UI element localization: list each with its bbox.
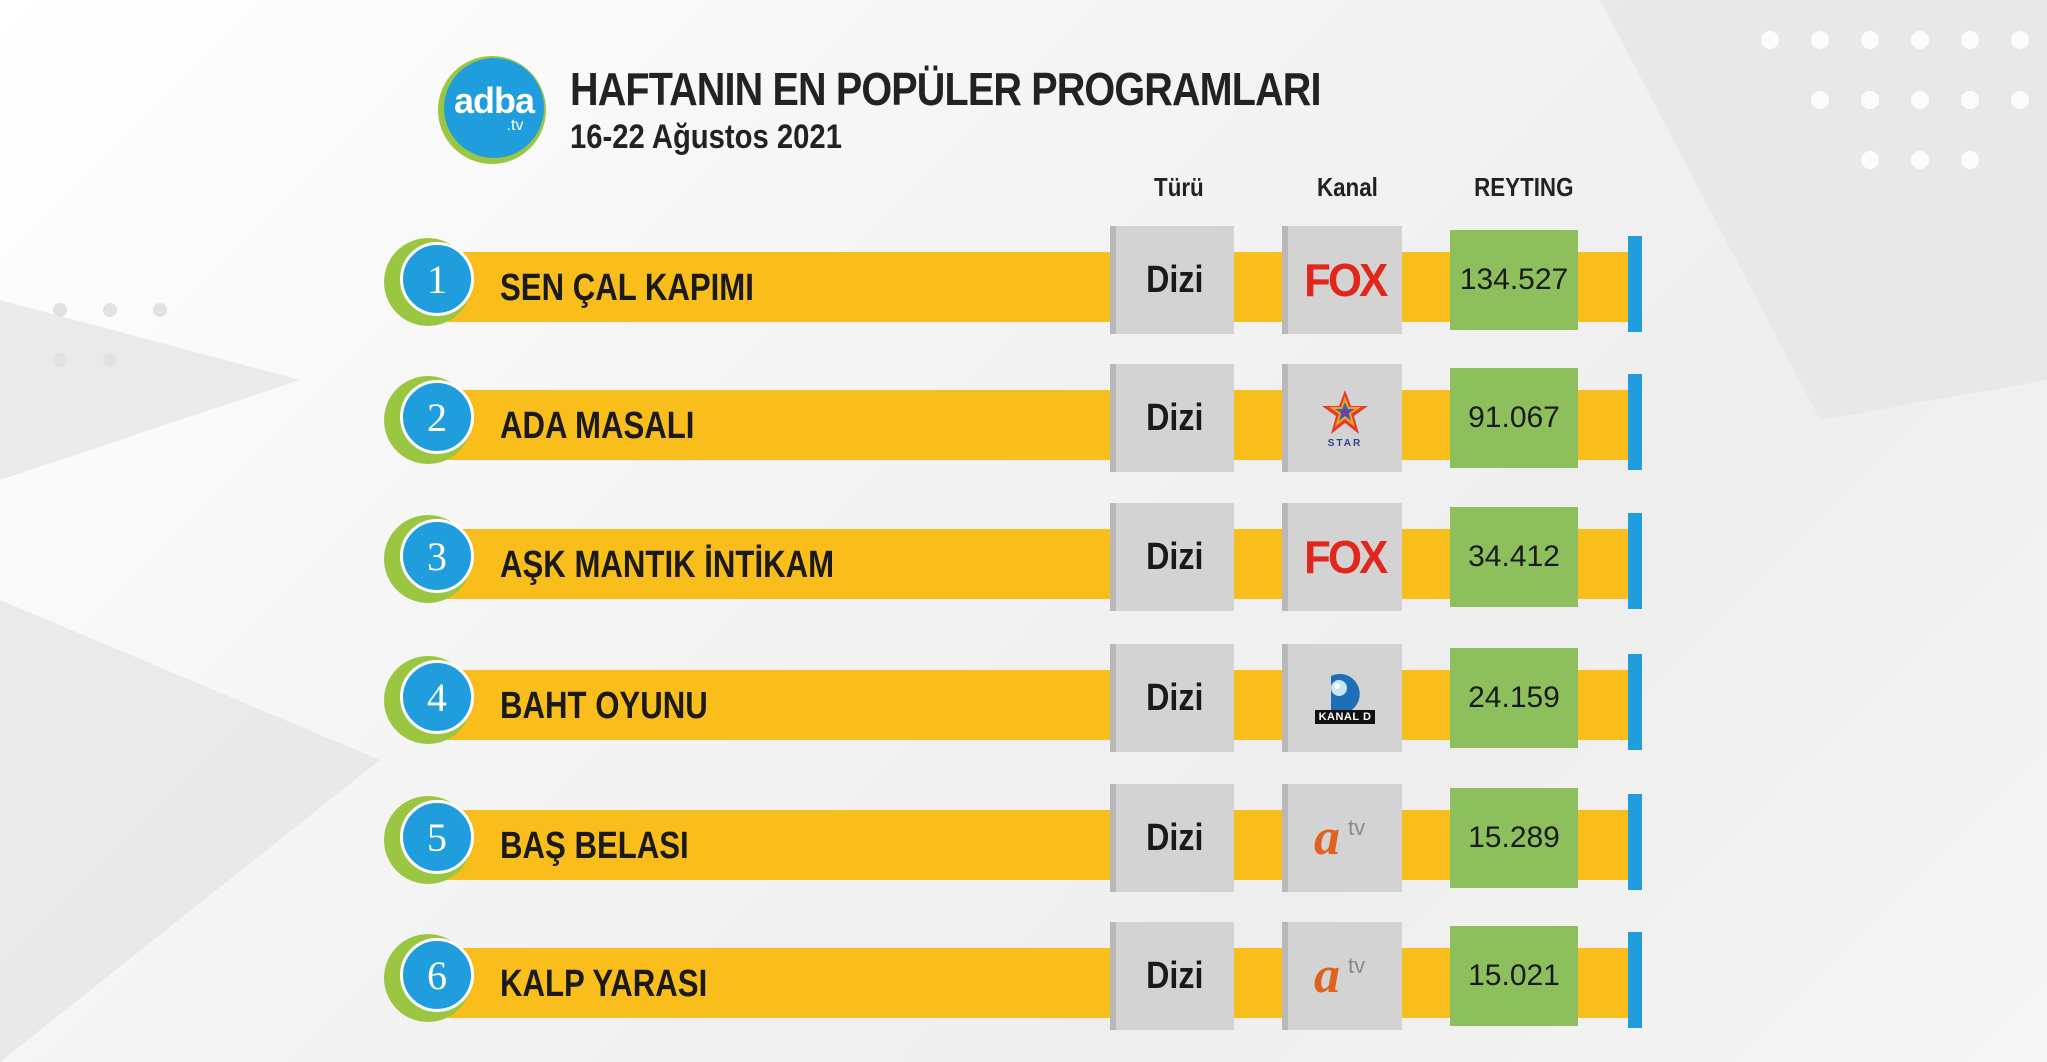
fox-logo-icon: FOX <box>1304 531 1388 583</box>
rank-badge: 6 <box>384 934 474 1022</box>
rank-number: 5 <box>400 800 474 874</box>
rating-value: 134.527 <box>1450 230 1578 330</box>
channel-cell: STAR <box>1282 364 1402 472</box>
channel-cell: a tv <box>1282 784 1402 892</box>
rating-value: 15.021 <box>1450 926 1578 1026</box>
ranking-bar <box>424 390 1636 460</box>
rating-value: 34.412 <box>1450 507 1578 607</box>
atv-logo-icon: a tv <box>1310 947 1380 1004</box>
ranking-row: 2 ADA MASALI Dizi STAR 91.067 <box>384 364 1646 474</box>
program-type-cell: Dizi <box>1110 644 1234 752</box>
atv-logo-icon: a tv <box>1310 809 1380 866</box>
atv-logo-a: a <box>1314 947 1340 1004</box>
program-name: AŞK MANTIK İNTİKAM <box>500 544 835 586</box>
atv-logo-tv: tv <box>1348 953 1366 978</box>
ranking-bar-end-cap <box>1628 513 1642 609</box>
rating-value: 24.159 <box>1450 648 1578 748</box>
kanal-d-logo-icon: KANAL D <box>1314 672 1376 724</box>
ranking-row: 6 KALP YARASI Dizi a tv 15.021 <box>384 922 1646 1032</box>
logo-circle: adba .tv <box>444 58 544 158</box>
program-type: Dizi <box>1146 676 1204 719</box>
rank-badge: 1 <box>384 238 474 326</box>
program-type: Dizi <box>1146 535 1204 578</box>
ranking-bar-end-cap <box>1628 654 1642 750</box>
rank-badge: 2 <box>384 376 474 464</box>
ranking-row: 4 BAHT OYUNU Dizi KANAL D 24.159 <box>384 644 1646 754</box>
program-type-cell: Dizi <box>1110 364 1234 472</box>
column-header-rating: REYTING <box>1474 172 1574 202</box>
channel-cell: a tv <box>1282 922 1402 1030</box>
rank-number: 6 <box>400 938 474 1012</box>
logo-subtext: .tv <box>506 117 524 134</box>
ranking-bar <box>424 810 1636 880</box>
atv-logo-a: a <box>1314 809 1340 866</box>
ranking-bar-end-cap <box>1628 374 1642 470</box>
star-logo-text: STAR <box>1327 437 1363 449</box>
ranking-bar <box>424 252 1636 322</box>
program-name: KALP YARASI <box>500 963 708 1005</box>
program-name: BAHT OYUNU <box>500 685 708 727</box>
ranking-bar <box>424 948 1636 1018</box>
channel-cell: KANAL D <box>1282 644 1402 752</box>
rank-number: 4 <box>400 660 474 734</box>
ranking-row: 3 AŞK MANTIK İNTİKAM Dizi FOX 34.412 <box>384 503 1646 613</box>
rank-number: 1 <box>400 242 474 316</box>
rating-value: 15.289 <box>1450 788 1578 888</box>
rating-value: 91.067 <box>1450 368 1578 468</box>
rank-badge: 5 <box>384 796 474 884</box>
ranking-bar-end-cap <box>1628 932 1642 1028</box>
column-header-type: Türü <box>1154 172 1204 202</box>
ranking-row: 5 BAŞ BELASI Dizi a tv 15.289 <box>384 784 1646 894</box>
ranking-bar-end-cap <box>1628 794 1642 890</box>
program-type: Dizi <box>1146 816 1204 859</box>
ranking-bar <box>424 529 1636 599</box>
ranking-row: 1 SEN ÇAL KAPIMI Dizi FOX 134.527 <box>384 226 1646 336</box>
program-type-cell: Dizi <box>1110 503 1234 611</box>
program-type: Dizi <box>1146 258 1204 301</box>
program-name: SEN ÇAL KAPIMI <box>500 267 754 309</box>
rank-number: 2 <box>400 380 474 454</box>
adba-tv-logo: adba .tv <box>438 56 546 164</box>
rank-badge: 4 <box>384 656 474 744</box>
ranking-bar <box>424 670 1636 740</box>
program-type-cell: Dizi <box>1110 922 1234 1030</box>
ranking-bar-end-cap <box>1628 236 1642 332</box>
page-title: HAFTANIN EN POPÜLER PROGRAMLARI <box>570 63 1321 115</box>
program-type-cell: Dizi <box>1110 226 1234 334</box>
program-name: BAŞ BELASI <box>500 825 689 867</box>
program-type-cell: Dizi <box>1110 784 1234 892</box>
column-header-channel: Kanal <box>1316 172 1378 202</box>
fox-logo-icon: FOX <box>1304 254 1388 306</box>
channel-cell: FOX <box>1282 503 1402 611</box>
program-type: Dizi <box>1146 396 1204 439</box>
program-type: Dizi <box>1146 954 1204 997</box>
logo-text: adba <box>453 80 535 121</box>
atv-logo-tv: tv <box>1348 815 1366 840</box>
channel-cell: FOX <box>1282 226 1402 334</box>
rank-number: 3 <box>400 519 474 593</box>
rank-badge: 3 <box>384 515 474 603</box>
star-tv-logo-icon: STAR <box>1314 388 1376 449</box>
program-name: ADA MASALI <box>500 405 695 447</box>
date-range: 16-22 Ağustos 2021 <box>570 118 842 156</box>
kanal-d-logo-text: KANAL D <box>1314 710 1376 724</box>
